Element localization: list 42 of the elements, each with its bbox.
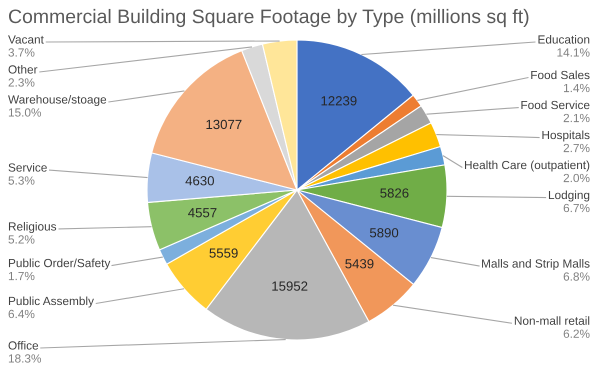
slice-label: Vacant [8,35,44,44]
slice-label: Public Assembly [8,296,94,308]
slice-label: Public Order/Safety [8,258,110,270]
slice-label: Malls and Strip Malls [482,259,590,270]
slice-label: Hospitals [542,130,590,142]
slice-label: Food Service [521,100,590,110]
data-label: 6.4% [8,310,34,318]
data-label: 3.7% [8,48,34,57]
slice-label: Office [8,340,38,350]
data-label: 2.0% [564,174,590,182]
data-label: 14.1% [557,48,590,57]
data-label: 6.8% [564,272,590,281]
text: 4630 [185,176,214,186]
text: 5559 [209,248,238,258]
data-label: 6.7% [564,204,590,212]
data-label: 6.2% [564,330,590,338]
data-label: 2.1% [564,114,590,122]
data-label: 15.0% [8,108,42,117]
text: 12239 [321,96,357,106]
data-label: 5.3% [8,176,34,185]
slice-label: Other [8,64,38,74]
slice-label: Education [538,34,590,44]
slice-label: Warehouse/stoage [8,94,106,106]
text: 5826 [380,188,409,198]
text: 4557 [188,208,216,218]
data-label: 5.2% [8,235,34,244]
data-label: 18.3% [8,354,42,363]
slice-label: Lodging [548,190,590,202]
text: 15952 [272,281,308,291]
slice-label: Health Care (outpatient) [464,160,590,172]
data-label: 2.7% [564,144,590,152]
data-label: 1.7% [8,272,34,280]
slice-label: Non-mall retail [514,316,590,325]
text: 5890 [370,228,398,238]
chart-title: Commercial Building Square Footage by Type (millions sq ft) [8,8,528,28]
slice-label: Religious [8,222,56,233]
slice-label: Service [8,163,47,172]
slice-label: Food Sales [531,70,590,80]
data-label: 2.3% [8,78,34,87]
text: 5439 [345,259,374,268]
data-label: 1.4% [564,84,590,92]
text: 13077 [206,120,242,130]
